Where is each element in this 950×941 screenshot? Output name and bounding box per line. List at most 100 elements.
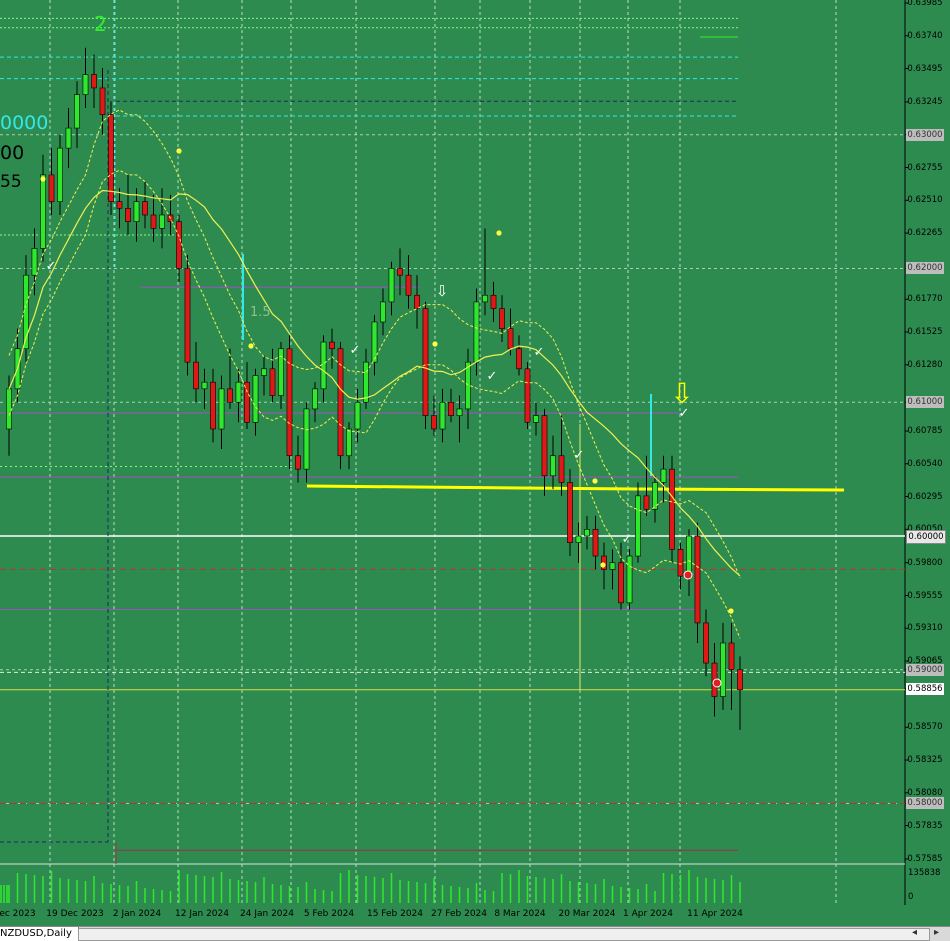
price-label: 0.58080 bbox=[907, 787, 943, 798]
candle-body bbox=[669, 468, 675, 550]
stop-marker-icon bbox=[712, 678, 722, 688]
candle-body bbox=[592, 529, 599, 557]
big-down-arrow-icon: ⇩ bbox=[670, 377, 693, 410]
volume-zero-label: 0 bbox=[908, 892, 913, 902]
date-label: Dec 2023 bbox=[0, 909, 36, 919]
level-label-a: 0000 bbox=[0, 112, 49, 134]
signal-dot bbox=[728, 608, 734, 614]
candle-body bbox=[210, 381, 216, 430]
candle-body bbox=[371, 321, 378, 363]
candle-body bbox=[354, 401, 361, 430]
candle-body bbox=[91, 74, 97, 89]
candle-body bbox=[499, 308, 505, 329]
price-label: 0.61770 bbox=[907, 294, 943, 305]
candle-body bbox=[303, 408, 310, 470]
price-label: 0.60000 bbox=[906, 529, 946, 544]
price-label: 0.59555 bbox=[907, 590, 943, 601]
candle-body bbox=[201, 381, 208, 390]
candle-body bbox=[456, 408, 463, 416]
price-label: 0.62265 bbox=[907, 228, 943, 239]
candle-body bbox=[329, 341, 335, 350]
signal-dot bbox=[176, 148, 182, 154]
level-label-c: 55 bbox=[0, 172, 22, 192]
candle-body bbox=[82, 74, 89, 95]
candle-body bbox=[235, 381, 242, 403]
candle-body bbox=[363, 361, 369, 403]
signal-dot bbox=[496, 230, 502, 236]
candle-body bbox=[142, 201, 148, 216]
price-label: 0.58325 bbox=[907, 755, 943, 766]
candle-body bbox=[116, 201, 123, 209]
date-label: 15 Feb 2024 bbox=[367, 909, 423, 919]
price-label: 0.58570 bbox=[907, 722, 943, 733]
date-label: 5 Feb 2024 bbox=[304, 909, 355, 919]
candle-body bbox=[218, 388, 225, 430]
candle-body bbox=[516, 348, 522, 370]
symbol-tab[interactable]: NZDUSD,Daily bbox=[0, 927, 79, 941]
price-label: 0.58856 bbox=[906, 683, 944, 695]
candle-body bbox=[108, 114, 114, 202]
scroll-right-icon[interactable]: ▸ bbox=[934, 927, 940, 938]
chart-scrollbar[interactable] bbox=[78, 928, 930, 941]
price-label: 0.63245 bbox=[907, 96, 943, 107]
candle-body bbox=[575, 535, 582, 543]
candle-body bbox=[227, 388, 233, 403]
check-icon: ✓ bbox=[622, 532, 633, 547]
check-icon: ✓ bbox=[350, 343, 361, 358]
candle-body bbox=[677, 549, 684, 577]
signal-dot bbox=[432, 341, 438, 347]
candle-body bbox=[465, 361, 471, 410]
check-icon: ✓ bbox=[46, 259, 57, 274]
candle-body bbox=[278, 348, 284, 396]
price-label: 0.60295 bbox=[907, 491, 943, 502]
candle-body bbox=[312, 388, 318, 410]
signal-dot bbox=[248, 343, 254, 349]
envelope-lower-line bbox=[8, 169, 741, 639]
price-label: 0.62510 bbox=[907, 195, 943, 206]
date-label: 27 Feb 2024 bbox=[431, 909, 487, 919]
candle-body bbox=[541, 415, 548, 477]
candle-body bbox=[31, 248, 38, 276]
candle-body bbox=[48, 174, 55, 202]
price-label: 0.62000 bbox=[906, 262, 944, 275]
check-icon: ✓ bbox=[487, 369, 498, 384]
support-line bbox=[306, 484, 845, 492]
candle-body bbox=[269, 368, 276, 396]
price-label: 0.57585 bbox=[907, 854, 943, 864]
candle-body bbox=[567, 482, 573, 543]
wave-label-1-5: 1.5 bbox=[250, 305, 271, 320]
signal-dot bbox=[592, 478, 598, 484]
candle-body bbox=[295, 455, 301, 470]
candle-body bbox=[397, 268, 403, 276]
candle-body bbox=[40, 174, 46, 249]
candle-body bbox=[643, 495, 650, 510]
candle-body bbox=[244, 381, 250, 423]
candle-body bbox=[57, 147, 63, 202]
wave-label-2: 2 bbox=[94, 12, 107, 36]
candle-body bbox=[422, 308, 429, 416]
check-icon: ✓ bbox=[679, 406, 690, 421]
price-label: 0.60785 bbox=[907, 426, 943, 436]
candle-body bbox=[652, 482, 658, 510]
scroll-left-icon[interactable]: ◂ bbox=[912, 927, 918, 938]
candle-body bbox=[490, 294, 497, 309]
price-label: 0.62755 bbox=[907, 162, 943, 173]
price-label: 0.59310 bbox=[907, 623, 943, 634]
candle-body bbox=[150, 214, 157, 229]
level-label-b: 00 bbox=[0, 142, 25, 164]
candle-body bbox=[728, 642, 735, 671]
stop-marker-icon bbox=[683, 570, 693, 580]
price-label: 0.59800 bbox=[907, 557, 943, 568]
candle-body bbox=[558, 455, 565, 483]
candle-body bbox=[99, 87, 106, 115]
candle-body bbox=[346, 428, 352, 457]
candle-body bbox=[74, 94, 80, 129]
candle-body bbox=[550, 455, 556, 477]
price-label: 0.60540 bbox=[907, 458, 943, 469]
candle-body bbox=[737, 669, 743, 691]
candle-body bbox=[533, 415, 539, 423]
check-icon: ✓ bbox=[534, 345, 545, 360]
price-label: 0.58000 bbox=[906, 797, 944, 810]
candle-body bbox=[380, 301, 386, 323]
